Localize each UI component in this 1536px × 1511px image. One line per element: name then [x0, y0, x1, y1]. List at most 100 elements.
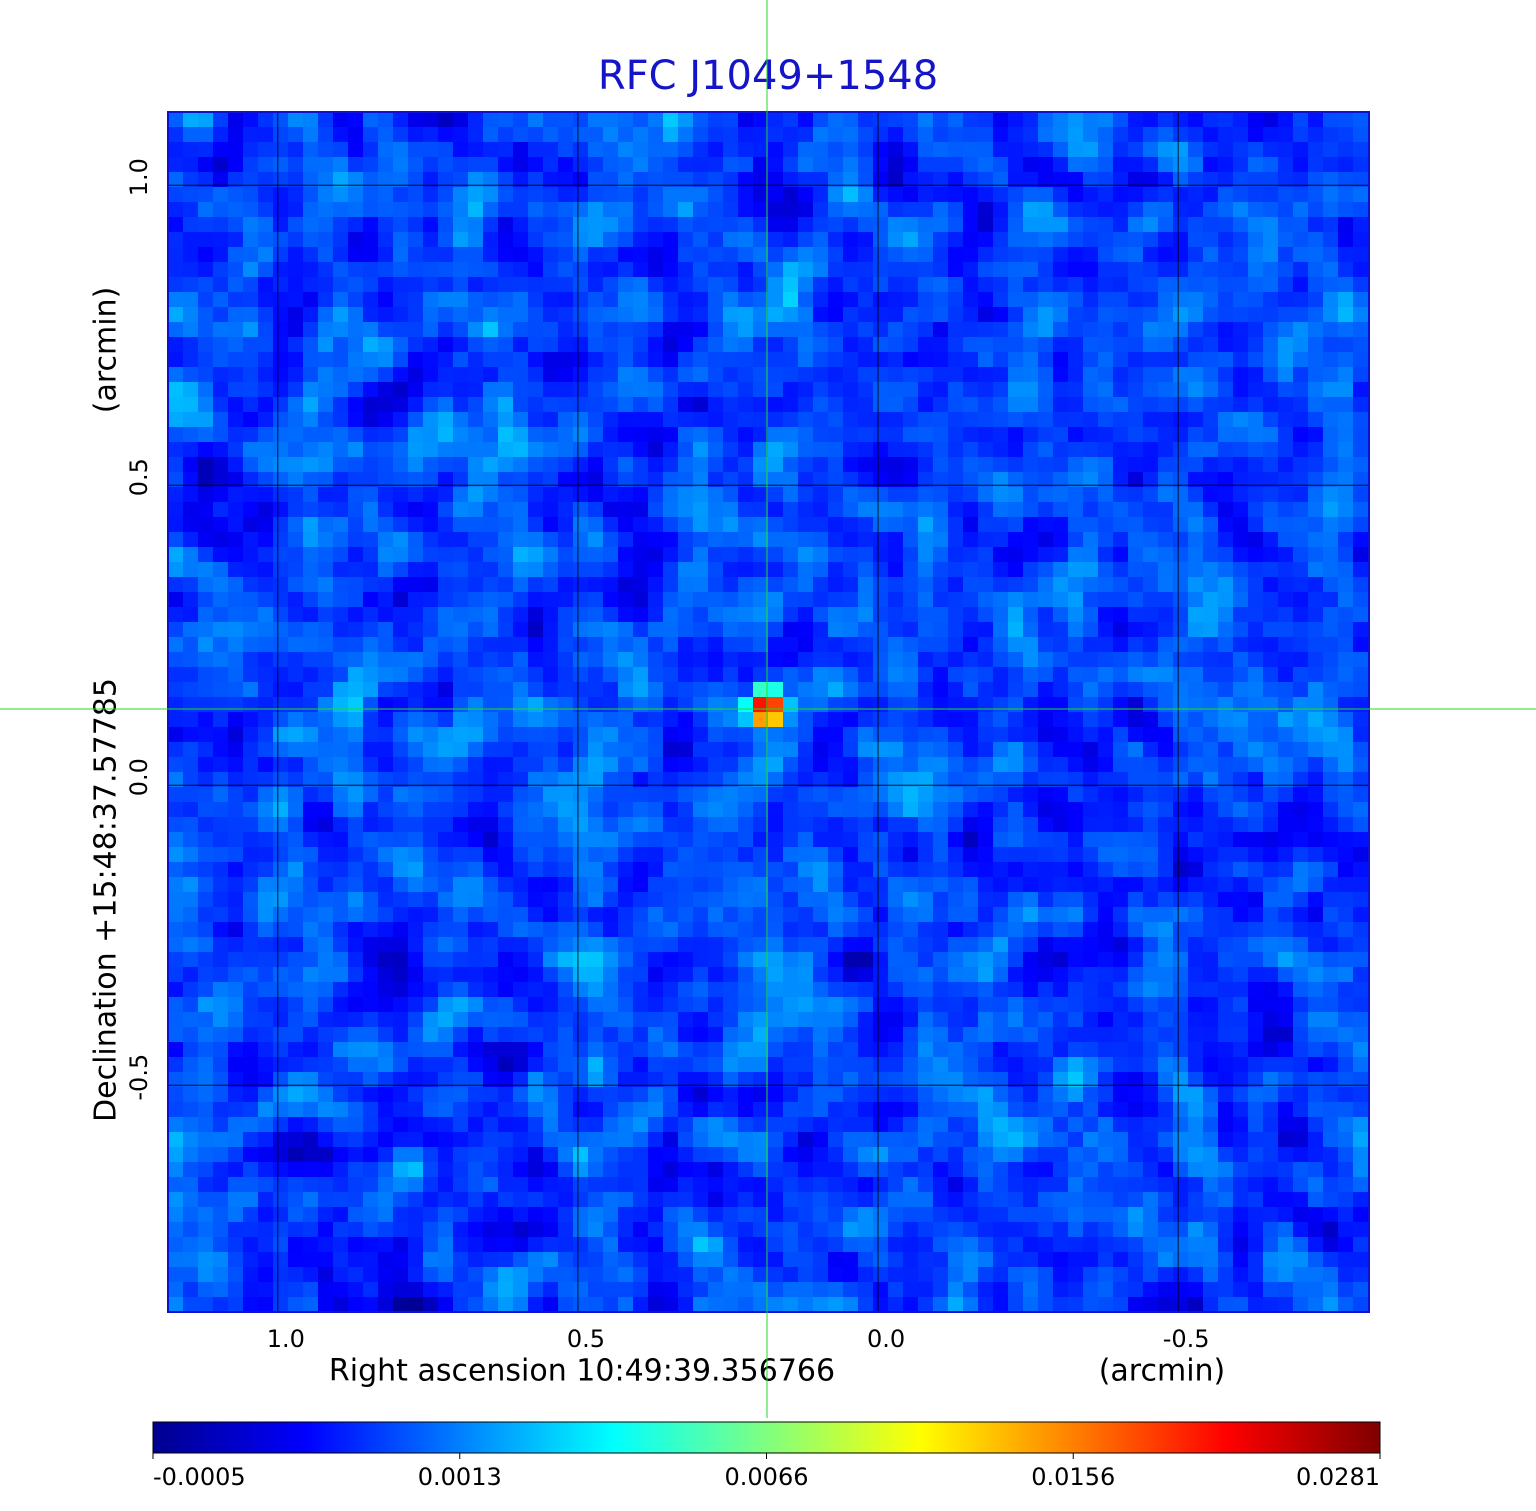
pixel	[963, 967, 978, 982]
pixel	[243, 652, 258, 667]
pixel	[1218, 892, 1233, 907]
pixel	[243, 967, 258, 982]
pixel	[423, 787, 438, 802]
pixel	[633, 877, 648, 892]
pixel	[408, 427, 423, 442]
pixel	[1113, 262, 1128, 277]
pixel	[723, 952, 738, 967]
pixel	[1173, 487, 1188, 502]
pixel	[1233, 817, 1248, 832]
pixel	[708, 262, 723, 277]
pixel	[423, 532, 438, 547]
pixel	[468, 517, 483, 532]
pixel	[1128, 202, 1143, 217]
pixel	[483, 382, 498, 397]
pixel	[678, 652, 693, 667]
pixel	[708, 727, 723, 742]
pixel	[1353, 202, 1368, 217]
pixel	[483, 442, 498, 457]
pixel	[828, 952, 843, 967]
pixel	[363, 937, 378, 952]
pixel	[498, 322, 513, 337]
pixel	[963, 607, 978, 622]
pixel	[513, 952, 528, 967]
pixel	[348, 682, 363, 697]
pixel	[213, 622, 228, 637]
pixel	[603, 562, 618, 577]
pixel	[1173, 967, 1188, 982]
pixel	[393, 892, 408, 907]
pixel	[1113, 757, 1128, 772]
pixel	[813, 652, 828, 667]
pixel	[1233, 562, 1248, 577]
pixel	[903, 682, 918, 697]
pixel	[588, 967, 603, 982]
pixel	[813, 397, 828, 412]
pixel	[768, 577, 783, 592]
pixel	[513, 427, 528, 442]
pixel	[678, 442, 693, 457]
pixel	[1143, 772, 1158, 787]
pixel	[1218, 817, 1233, 832]
pixel	[438, 727, 453, 742]
pixel	[1158, 217, 1173, 232]
pixel	[288, 637, 303, 652]
pixel	[408, 397, 423, 412]
pixel	[483, 832, 498, 847]
pixel	[873, 277, 888, 292]
pixel	[438, 172, 453, 187]
pixel	[618, 277, 633, 292]
pixel	[693, 232, 708, 247]
pixel	[1038, 892, 1053, 907]
pixel	[363, 547, 378, 562]
pixel	[423, 637, 438, 652]
pixel	[963, 772, 978, 787]
pixel	[513, 442, 528, 457]
pixel	[1263, 262, 1278, 277]
pixel	[1278, 772, 1293, 787]
pixel	[903, 142, 918, 157]
pixel	[543, 112, 558, 127]
pixel	[678, 817, 693, 832]
pixel	[423, 607, 438, 622]
pixel	[468, 112, 483, 127]
pixel	[933, 247, 948, 262]
pixel	[243, 412, 258, 427]
pixel	[903, 667, 918, 682]
pixel	[918, 787, 933, 802]
pixel	[753, 637, 768, 652]
pixel	[723, 802, 738, 817]
pixel	[648, 277, 663, 292]
pixel	[1128, 352, 1143, 367]
pixel	[1203, 802, 1218, 817]
pixel	[1308, 352, 1323, 367]
pixel	[1278, 652, 1293, 667]
pixel	[528, 292, 543, 307]
pixel	[648, 562, 663, 577]
pixel	[273, 577, 288, 592]
pixel	[363, 337, 378, 352]
pixel	[858, 322, 873, 337]
pixel	[393, 1027, 408, 1042]
pixel	[1293, 322, 1308, 337]
pixel	[723, 532, 738, 547]
pixel	[933, 217, 948, 232]
pixel	[348, 382, 363, 397]
pixel	[408, 292, 423, 307]
pixel	[1143, 667, 1158, 682]
pixel	[1113, 892, 1128, 907]
pixel	[1113, 532, 1128, 547]
pixel	[648, 892, 663, 907]
pixel	[1008, 427, 1023, 442]
pixel	[1323, 742, 1338, 757]
pixel	[1053, 742, 1068, 757]
pixel	[1113, 907, 1128, 922]
pixel	[963, 172, 978, 187]
pixel	[648, 217, 663, 232]
pixel	[618, 427, 633, 442]
pixel	[1023, 322, 1038, 337]
pixel	[558, 307, 573, 322]
pixel	[438, 652, 453, 667]
pixel	[168, 697, 183, 712]
